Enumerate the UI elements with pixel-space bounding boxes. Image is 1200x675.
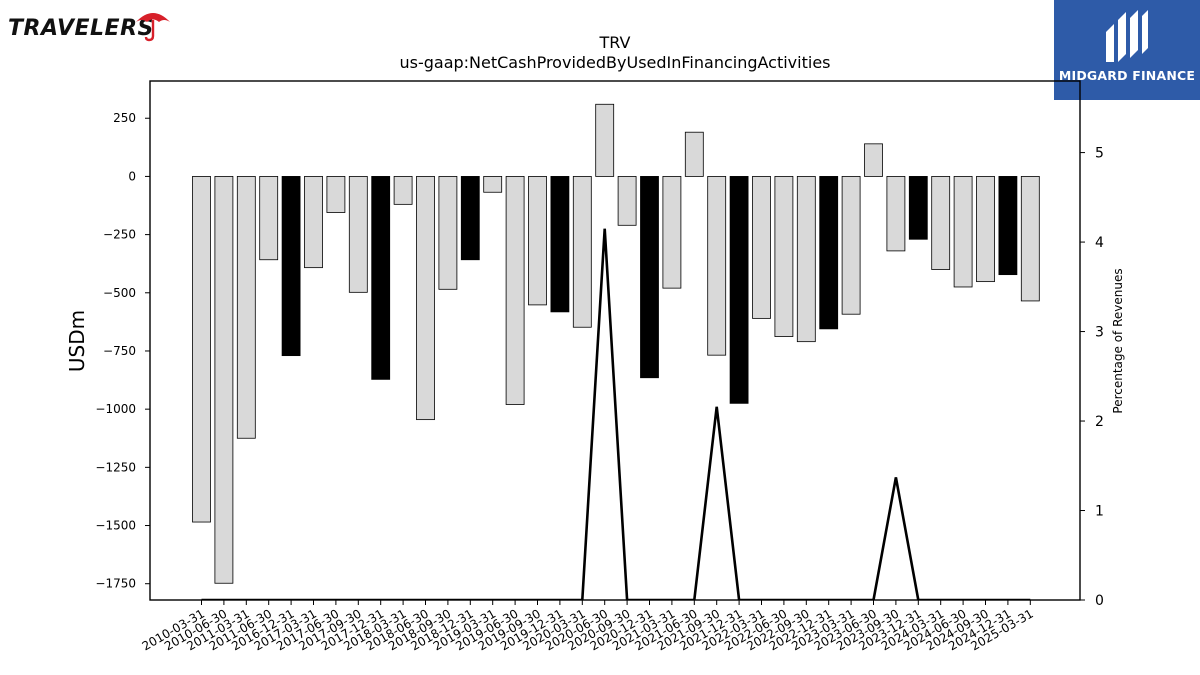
chart-subtitle: us-gaap:NetCashProvidedByUsedInFinancing… (399, 53, 830, 72)
travelers-logo-text: TRAVELERS (8, 16, 154, 41)
revenue-percentage-line (201, 228, 1031, 600)
y-tick-label: 0 (128, 169, 136, 183)
y-tick-label: −1750 (95, 577, 136, 591)
bar-2018-06-30 (416, 176, 435, 421)
bar-2011-03-31 (236, 176, 256, 439)
bar-2016-12-31 (281, 176, 301, 357)
y-tick-label: −1500 (95, 519, 136, 533)
bar-2022-03-31 (752, 176, 771, 319)
bar-2024-12-31 (998, 176, 1018, 276)
y2-tick-label: 4 (1095, 235, 1104, 251)
y2-tick-label: 5 (1095, 146, 1104, 162)
y-tick-label: −500 (103, 286, 136, 300)
bar-2021-12-31 (729, 176, 749, 404)
bar-2019-12-31 (550, 176, 570, 313)
bar-2021-06-30 (684, 131, 704, 177)
y-tick-label: −250 (103, 228, 136, 242)
bar-2023-12-31 (908, 176, 928, 240)
y2-tick-label: 2 (1095, 414, 1104, 430)
chart-title: TRV (599, 33, 631, 52)
bar-2021-09-30 (707, 176, 727, 356)
bar-2019-03-31 (483, 176, 503, 193)
bar-2023-03-31 (841, 176, 861, 315)
bar-2025-03-31 (1020, 176, 1040, 302)
bar-2022-12-31 (819, 176, 839, 330)
bar-2020-06-30 (595, 103, 615, 177)
bar-2019-09-30 (528, 176, 547, 306)
y2-tick-label: 1 (1095, 504, 1104, 520)
y2-tick-label: 0 (1095, 593, 1104, 609)
bar-2011-06-30 (259, 176, 279, 261)
bar-2018-03-31 (393, 176, 413, 205)
midgard-logo-text: MIDGARD FINANCE (1058, 68, 1196, 83)
bar-2017-03-31 (304, 176, 323, 269)
x-axis: 2010-03-312010-06-302011-03-312011-06-30… (140, 600, 1036, 653)
bar-2010-03-31 (192, 176, 211, 523)
bars-layer (192, 103, 1040, 584)
bar-2018-12-31 (460, 176, 480, 261)
bar-2024-03-31 (931, 176, 951, 270)
y-axis-left: 250 0 −250 −500 −750 −1000 −1250 −1500 −1750 (95, 111, 150, 591)
y2-tick-label: 3 (1095, 325, 1104, 341)
bar-2017-12-31 (371, 176, 391, 380)
travelers-logo: TRAVELERS (8, 6, 173, 46)
bar-2024-06-30 (953, 176, 973, 288)
bar-2017-09-30 (348, 176, 368, 293)
bar-2017-06-30 (326, 176, 346, 213)
bar-2023-06-30 (864, 143, 883, 177)
bar-2010-06-30 (214, 176, 234, 584)
bar-2020-09-30 (617, 176, 637, 226)
umbrella-icon (136, 13, 170, 42)
midgard-monogram-icon (1106, 10, 1148, 62)
y-tick-label: −1250 (95, 460, 136, 474)
y-axis-label: USDm (65, 310, 89, 372)
bar-2022-09-30 (796, 176, 816, 343)
bar-2020-12-31 (640, 176, 659, 379)
y2-axis-label: Percentage of Revenues (1111, 268, 1125, 413)
bar-2020-03-31 (572, 176, 592, 328)
bar-2022-06-30 (774, 176, 794, 337)
bar-2021-03-31 (662, 176, 682, 289)
bar-2019-06-30 (505, 176, 525, 405)
bar-2024-09-30 (976, 176, 995, 283)
plot-frame (149, 80, 1081, 601)
midgard-finance-logo: MIDGARD FINANCE (1054, 0, 1200, 100)
bar-2023-09-30 (886, 176, 906, 252)
bar-2018-09-30 (438, 176, 458, 290)
y-axis-right: 0 1 2 3 4 5 (1080, 146, 1104, 609)
y-tick-label: −1000 (95, 402, 136, 416)
y-tick-label: 250 (113, 111, 136, 125)
y-tick-label: −750 (103, 344, 136, 358)
line-layer (201, 228, 1031, 600)
